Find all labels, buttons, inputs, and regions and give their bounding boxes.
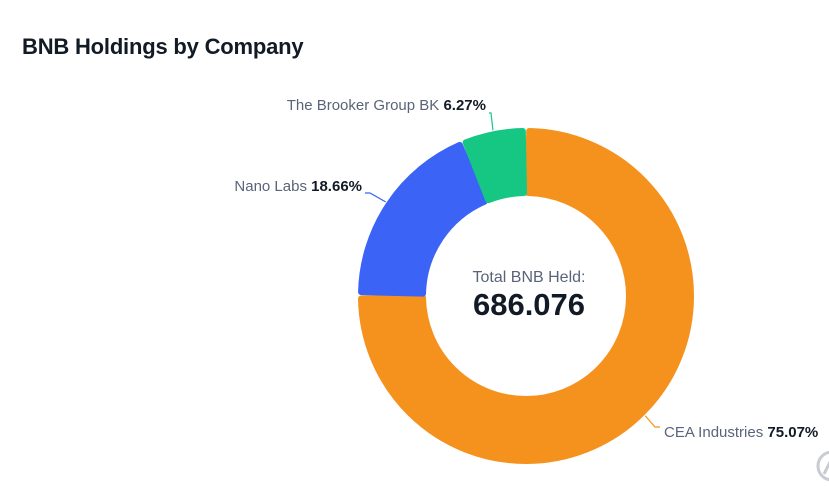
chart-title: BNB Holdings by Company xyxy=(22,34,304,59)
slice-label: CEA Industries 75.07% xyxy=(664,424,818,441)
slice-label-name: Nano Labs xyxy=(234,178,311,195)
slice-label-percent: 18.66% xyxy=(311,178,362,195)
slice-labels: CEA Industries 75.07% Nano Labs 18.66% The… xyxy=(234,97,818,441)
leader-line xyxy=(644,415,660,428)
slice-nano-labs[interactable] xyxy=(358,141,488,297)
slice-label: The Brooker Group BK 6.27% xyxy=(287,97,486,114)
slice-label-name: The Brooker Group BK xyxy=(287,97,444,114)
center-total-value: 686.076 xyxy=(473,287,585,322)
slice-label-percent: 75.07% xyxy=(767,424,818,441)
logo-mark-icon xyxy=(816,450,829,482)
leader-line xyxy=(489,112,494,131)
slice-label-percent: 6.27% xyxy=(443,97,486,114)
slice-label: Nano Labs 18.66% xyxy=(234,178,362,195)
donut-slices xyxy=(358,128,694,464)
leader-line xyxy=(365,192,386,203)
center-caption: Total BNB Held: xyxy=(473,269,586,286)
label-leader-lines xyxy=(365,112,660,428)
slice-label-name: CEA Industries xyxy=(664,424,767,441)
slice-the-brooker-group-bk[interactable] xyxy=(462,128,528,204)
slice-cea-industries[interactable] xyxy=(358,128,694,464)
